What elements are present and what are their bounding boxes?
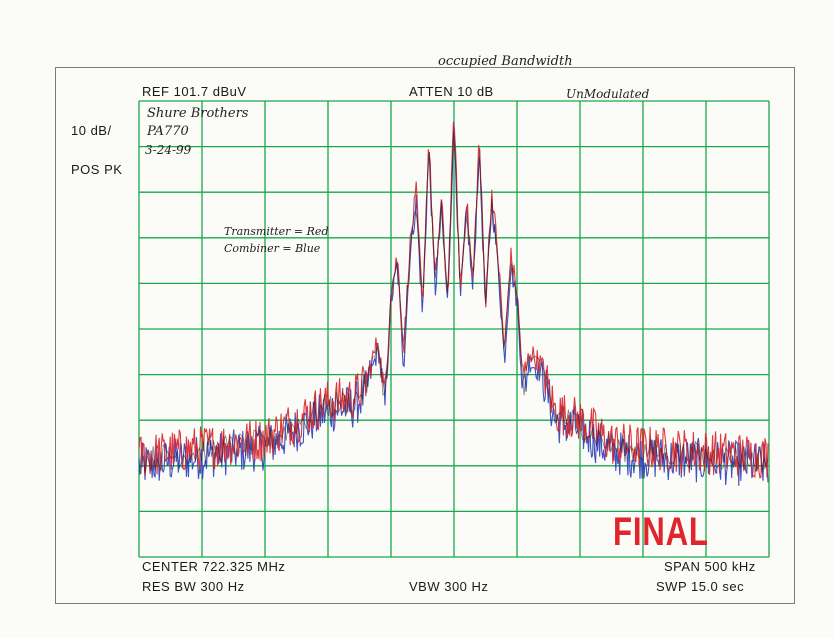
ref-level-label: REF 101.7 dBuV [142, 84, 247, 99]
center-frequency-label: CENTER 722.325 MHz [142, 559, 286, 574]
combiner-trace [138, 121, 769, 486]
final-stamp: FINAL [613, 510, 709, 554]
span-label: SPAN 500 kHz [664, 559, 756, 574]
legend-combiner: Combiner = Blue [224, 242, 321, 255]
scale-label: 10 dB/ [71, 123, 112, 138]
legend-transmitter: Transmitter = Red [224, 225, 329, 238]
detector-label: POS PK [71, 162, 123, 177]
handwritten-device-maker: Shure Brothers [147, 106, 249, 121]
handwritten-title: occupied Bandwidth [438, 54, 573, 69]
handwritten-device-model: PA770 [147, 124, 189, 139]
transmitter-trace [138, 122, 769, 479]
video-bandwidth-label: VBW 300 Hz [409, 579, 489, 594]
handwritten-mode: UnModulated [566, 87, 650, 101]
grid [138, 100, 770, 558]
handwritten-date: 3-24-99 [145, 143, 192, 157]
sweep-time-label: SWP 15.0 sec [656, 579, 745, 594]
plot-frame [55, 67, 795, 604]
attenuation-label: ATTEN 10 dB [409, 84, 494, 99]
traces [138, 121, 769, 486]
resolution-bandwidth-label: RES BW 300 Hz [142, 579, 245, 594]
overlap-trace [138, 132, 769, 475]
